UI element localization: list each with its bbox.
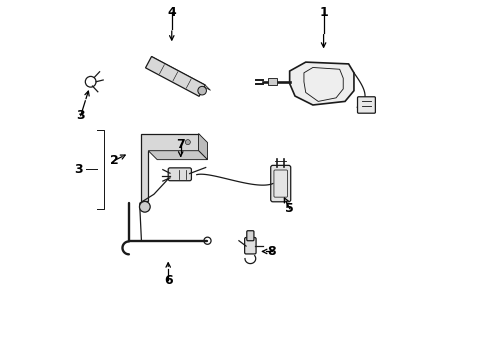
- FancyBboxPatch shape: [168, 168, 192, 181]
- Text: 6: 6: [164, 274, 172, 287]
- Text: 4: 4: [168, 6, 176, 19]
- FancyBboxPatch shape: [270, 165, 291, 202]
- Bar: [268, 78, 277, 85]
- Polygon shape: [151, 57, 211, 90]
- Polygon shape: [148, 151, 207, 159]
- Text: 2: 2: [110, 154, 119, 167]
- Circle shape: [185, 140, 190, 145]
- Text: 1: 1: [319, 6, 328, 19]
- Circle shape: [140, 202, 150, 212]
- Text: 3: 3: [74, 163, 83, 176]
- FancyBboxPatch shape: [358, 97, 375, 113]
- Polygon shape: [198, 134, 207, 159]
- Polygon shape: [142, 134, 198, 202]
- Polygon shape: [146, 57, 205, 96]
- Text: 7: 7: [176, 138, 185, 151]
- Text: 8: 8: [268, 245, 276, 258]
- Polygon shape: [290, 62, 354, 105]
- FancyBboxPatch shape: [247, 231, 254, 241]
- FancyBboxPatch shape: [245, 238, 256, 254]
- Text: 3: 3: [76, 109, 85, 122]
- Circle shape: [198, 86, 206, 95]
- Text: 5: 5: [285, 202, 294, 215]
